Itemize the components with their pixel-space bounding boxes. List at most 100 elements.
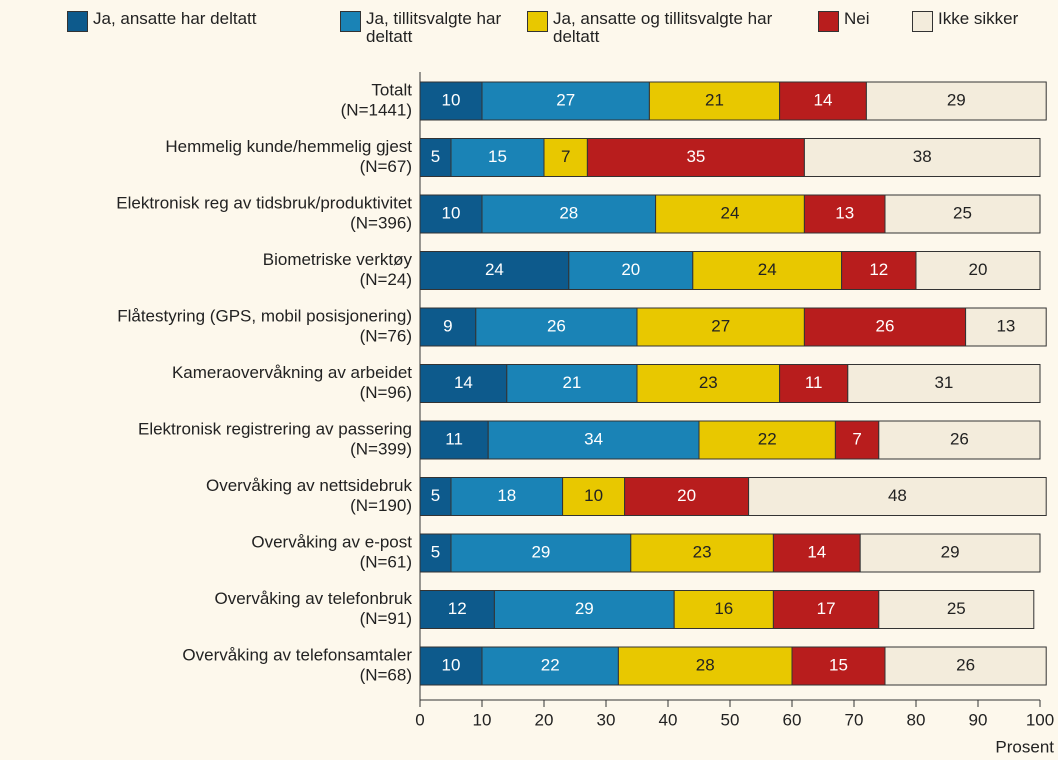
category-label: (N=1441) [341,100,412,119]
bar-segment [617,646,793,686]
bar-segment [791,646,886,686]
value-label: 7 [852,429,861,448]
value-label: 7 [561,147,570,166]
value-label: 11 [445,429,463,448]
category-label: Biometriske verktøy [263,250,413,269]
value-label: 14 [454,373,473,392]
value-label: 12 [448,599,467,618]
category-label: (N=76) [360,326,412,345]
value-label: 24 [485,260,504,279]
value-label: 10 [442,90,461,109]
value-label: 34 [584,429,603,448]
bar-segment [481,81,650,121]
x-tick-label: 90 [969,710,988,729]
x-tick-label: 70 [845,710,864,729]
bar-segment [636,364,781,403]
value-label: 10 [442,655,461,674]
bar-segment [419,590,495,629]
value-label: 10 [584,486,603,505]
value-label: 15 [829,655,848,674]
legend-item: Ja, tillitsvalgte har deltatt [340,10,510,46]
x-tick-label: 80 [907,710,926,729]
value-label: 22 [541,655,560,674]
value-label: 13 [835,203,854,222]
category-label: (N=91) [360,609,412,628]
bar-segment [803,194,886,234]
bar-segment [562,477,626,516]
legend-label: Ikke sikker [938,9,1019,28]
value-label: 21 [705,90,724,109]
bar-segment [450,477,564,516]
value-label: 14 [807,542,826,561]
legend-swatch [340,11,361,32]
legend-swatch [527,11,548,32]
bar-segment [779,364,849,403]
value-label: 21 [562,373,581,392]
value-label: 23 [699,373,718,392]
value-label: 18 [497,486,516,505]
bar-segment [673,590,774,629]
category-label: Overvåking av telefonbruk [215,589,413,608]
category-label: Overvåking av e-post [251,532,412,551]
category-label: (N=190) [350,496,412,515]
value-label: 12 [869,260,888,279]
category-label: Flåtestyring (GPS, mobil posisjonering) [117,306,412,325]
bar-segment [884,194,1041,234]
category-label: Hemmelig kunde/hemmelig gjest [165,137,412,156]
legend-label: Ja, ansatte har deltatt [93,9,257,28]
value-label: 29 [941,542,960,561]
category-label: Elektronisk registrering av passering [138,419,412,438]
value-label: 26 [876,316,895,335]
bar-segment [748,477,1047,516]
bar-segment [419,307,477,347]
bar-segment [481,194,657,234]
category-label: Kameraovervåkning av arbeidet [172,363,412,382]
category-label: (N=96) [360,383,412,402]
value-label: 27 [711,316,730,335]
category-label: Overvåking av nettsidebruk [206,476,412,495]
bar-segment [915,251,1041,290]
value-label: 29 [575,599,594,618]
x-tick-label: 40 [659,710,678,729]
value-label: 5 [431,147,440,166]
value-label: 20 [621,260,640,279]
bar-segment [834,420,880,460]
value-label: 20 [677,486,696,505]
bar-segment [655,194,805,234]
bar-segment [419,81,483,121]
bar-segment [803,138,1041,177]
category-label: (N=67) [360,157,412,176]
legend-swatch [818,11,839,32]
value-label: 15 [488,147,507,166]
value-label: 23 [693,542,712,561]
legend-item: Ja, ansatte og tillitsvalgte har deltatt [527,10,797,46]
category-label: (N=399) [350,439,412,458]
legend-swatch [912,11,933,32]
x-tick-label: 20 [535,710,554,729]
bar-segment [475,307,638,347]
legend-label: Ja, ansatte og tillitsvalgte har deltatt [553,9,773,46]
category-label: Totalt [371,80,412,99]
value-label: 16 [714,599,733,618]
bar-segment [419,533,452,573]
x-tick-label: 10 [473,710,492,729]
bar-segment [865,81,1047,121]
value-label: 11 [805,373,823,392]
bar-segment [624,477,750,516]
value-label: 35 [686,147,705,166]
legend-item: Nei [818,10,898,32]
bar-segment [419,646,483,686]
legend-label: Ja, tillitsvalgte har deltatt [366,9,502,46]
x-tick-label: 50 [721,710,740,729]
value-label: 17 [817,599,836,618]
value-label: 5 [431,486,440,505]
legend-item: Ja, ansatte har deltatt [67,10,327,32]
bar-segment [543,138,588,177]
value-label: 24 [758,260,777,279]
value-label: 13 [996,316,1015,335]
legend-item: Ikke sikker [912,10,1052,32]
bar-segment [878,590,1035,629]
bar-segment [630,533,774,573]
bar-segment [965,307,1047,347]
value-label: 48 [888,486,907,505]
